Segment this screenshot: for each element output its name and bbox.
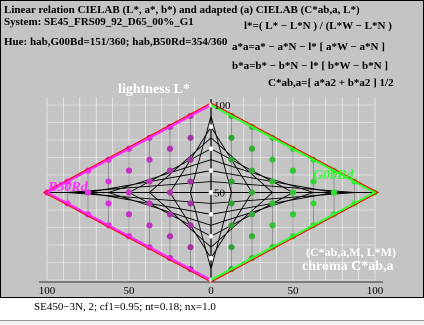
right-hue-point	[289, 167, 297, 174]
formula-4: C*ab,a=[ a*a2 + b*a2 ] 1/2	[268, 77, 394, 89]
left-hue-point	[146, 156, 153, 163]
left-hue-label: B50Rd	[47, 180, 89, 195]
left-hue-point	[187, 244, 194, 251]
left-hue-edge	[44, 104, 212, 281]
left-hue-point	[166, 211, 174, 218]
formula-3: b*a=b* − b*N − l* [ b*W − b*N ]	[232, 60, 388, 72]
header-line3: Hue: hab,G00Bd=151/360; hab,B50Rd=354/36…	[4, 36, 228, 48]
left-hue-point	[146, 178, 153, 185]
right-hue-label: G00Bd	[313, 168, 354, 183]
left-hue-point	[166, 189, 174, 196]
right-hue-point	[208, 234, 214, 239]
x-tick-label: 50	[124, 285, 136, 297]
right-hue-point	[269, 200, 276, 207]
left-hue-border-red	[42, 102, 212, 283]
right-hue-point	[228, 134, 235, 141]
text-labels: Linear relation CIELAB (L*, a*, b*) and …	[4, 4, 396, 297]
left-hue-point	[166, 167, 174, 174]
left-hue-point	[187, 222, 194, 229]
right-hue-border-red	[210, 102, 380, 283]
left-hue-point	[105, 178, 112, 185]
left-hue-point	[125, 167, 133, 174]
header-line1: Linear relation CIELAB (L*, a*, b*) and …	[4, 4, 360, 16]
right-hue-point	[208, 146, 214, 151]
right-hue-point	[228, 156, 235, 163]
axis-note: (C*ab,a,M, L*M)	[306, 245, 396, 259]
header-line2: System: SE45_FRS09_92_D65_00%_G1	[4, 16, 194, 28]
x-axis-label: chroma C*ab,a	[302, 259, 394, 274]
right-hue-point	[289, 211, 297, 218]
y-tick-label: 100	[214, 100, 231, 112]
data-marks	[42, 102, 380, 283]
left-hue-point	[166, 233, 174, 240]
left-hue-point	[125, 189, 133, 196]
right-hue-point	[248, 211, 256, 218]
formula-2: a*a=a* − a*N − l* [ a*W − a*N ]	[232, 41, 385, 53]
right-hue-point	[269, 178, 276, 185]
left-hue-point	[84, 189, 92, 196]
left-hue-point	[146, 200, 153, 207]
right-hue-point	[228, 244, 235, 251]
right-hue-point	[248, 145, 256, 152]
right-hue-point	[289, 189, 297, 196]
left-hue-point	[187, 200, 194, 207]
right-hue-point	[228, 200, 235, 207]
right-hue-point	[248, 189, 256, 196]
left-hue-point	[166, 145, 174, 152]
right-hue-point	[208, 255, 214, 261]
right-hue-point	[228, 178, 235, 185]
left-hue-point	[146, 222, 153, 229]
left-hue-point	[125, 211, 133, 218]
right-hue-point	[208, 168, 214, 173]
right-hue-point	[208, 190, 214, 195]
right-hue-point	[310, 178, 317, 185]
right-hue-point	[228, 222, 235, 229]
right-hue-point	[330, 189, 338, 196]
right-hue-point	[208, 124, 214, 130]
formula-1: l*=( L* − L*N ) / (L*W − L*N )	[244, 20, 392, 32]
right-hue-point	[269, 222, 276, 229]
x-tick-label: 100	[39, 285, 56, 297]
footer-note: SE450−3N, 2; cf1=0.95; nt=0.18; nx=1.0	[34, 301, 216, 313]
right-hue-point	[248, 233, 256, 240]
x-tick-label: 100	[367, 285, 384, 297]
left-hue-point	[187, 156, 194, 163]
right-hue-edge	[210, 104, 378, 281]
left-hue-point	[187, 134, 194, 141]
left-hue-point	[105, 200, 112, 207]
y-axis-label: lightness L*	[118, 82, 190, 97]
right-hue-point	[208, 212, 214, 217]
right-hue-point	[310, 200, 317, 207]
right-hue-point	[248, 167, 256, 174]
footer-strip	[0, 320, 424, 325]
x-tick-label: 50	[288, 285, 300, 297]
x-tick-label: 0	[208, 285, 214, 297]
y-tick-label: 50	[214, 188, 226, 200]
right-hue-point	[269, 156, 276, 163]
left-hue-point	[187, 178, 194, 185]
